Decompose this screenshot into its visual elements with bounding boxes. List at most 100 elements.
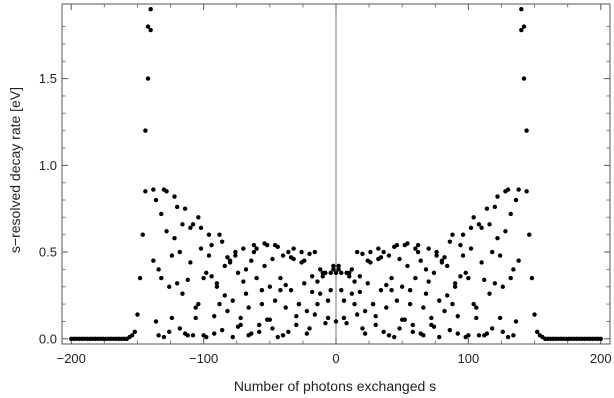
data-points xyxy=(69,7,603,341)
data-point xyxy=(302,258,307,263)
data-point xyxy=(172,235,177,241)
data-point xyxy=(254,246,259,251)
data-point xyxy=(182,206,188,211)
data-point xyxy=(283,282,288,288)
y-tick-label: 1.0 xyxy=(39,158,57,173)
data-point xyxy=(450,232,455,237)
data-point xyxy=(219,327,225,333)
data-point xyxy=(471,301,476,307)
data-point xyxy=(397,326,402,331)
data-point xyxy=(267,284,273,289)
data-point xyxy=(413,246,418,251)
data-point xyxy=(304,308,310,314)
data-point xyxy=(410,329,415,335)
data-point xyxy=(389,288,394,293)
data-point xyxy=(344,270,349,276)
data-point xyxy=(487,291,492,296)
data-point xyxy=(259,301,265,307)
data-point xyxy=(511,267,516,272)
data-point xyxy=(140,232,145,237)
data-point xyxy=(402,242,408,248)
data-point xyxy=(344,320,349,326)
data-point xyxy=(381,249,386,255)
data-point xyxy=(505,334,511,340)
data-point xyxy=(452,284,458,289)
data-point xyxy=(275,334,280,340)
data-point xyxy=(373,322,378,328)
data-point xyxy=(331,263,336,269)
data-point xyxy=(421,305,426,310)
data-point xyxy=(386,333,392,338)
data-point xyxy=(360,326,365,331)
data-point xyxy=(444,293,450,298)
data-point xyxy=(219,239,225,244)
data-point xyxy=(302,281,307,286)
data-point xyxy=(246,305,251,310)
data-point xyxy=(442,308,447,314)
data-point xyxy=(458,242,463,248)
data-point xyxy=(143,128,148,133)
data-point xyxy=(275,244,280,250)
data-point xyxy=(299,249,304,255)
data-point xyxy=(397,256,402,262)
data-point xyxy=(460,232,466,237)
data-point xyxy=(243,267,249,272)
data-point xyxy=(468,246,474,251)
data-point xyxy=(460,253,466,258)
data-point xyxy=(489,249,495,255)
data-point xyxy=(489,326,495,331)
data-point xyxy=(190,333,196,338)
data-point xyxy=(193,315,198,321)
data-point xyxy=(283,305,288,310)
data-point xyxy=(392,334,397,340)
data-point xyxy=(415,249,421,255)
x-tick-label: −200 xyxy=(57,351,86,366)
data-point xyxy=(145,24,151,29)
data-point xyxy=(410,322,415,328)
y-tick-label: 0.0 xyxy=(39,331,57,346)
data-point xyxy=(206,253,212,258)
data-point xyxy=(513,197,519,203)
data-point xyxy=(384,282,389,288)
data-point xyxy=(259,288,265,293)
data-point xyxy=(426,246,431,251)
data-point xyxy=(357,274,363,279)
data-point xyxy=(137,275,143,281)
data-point xyxy=(325,298,331,303)
data-point xyxy=(217,232,222,237)
data-point xyxy=(286,329,291,335)
data-point xyxy=(257,329,262,335)
data-point xyxy=(201,275,206,281)
data-point xyxy=(278,275,283,281)
data-point xyxy=(132,329,138,335)
data-point xyxy=(280,333,286,338)
data-point xyxy=(370,301,376,307)
data-point xyxy=(161,334,167,340)
data-point xyxy=(241,279,246,284)
data-point xyxy=(196,301,201,307)
data-point xyxy=(434,253,439,258)
data-point xyxy=(328,288,333,293)
data-point xyxy=(164,229,169,234)
data-point xyxy=(378,255,384,260)
data-point xyxy=(532,312,537,317)
data-point xyxy=(426,279,431,284)
data-point xyxy=(177,326,183,331)
data-point xyxy=(235,324,241,329)
data-point xyxy=(524,128,529,133)
data-point xyxy=(212,331,217,336)
data-point xyxy=(368,260,373,265)
data-point xyxy=(516,258,521,263)
data-point xyxy=(317,267,323,272)
data-point xyxy=(357,289,363,295)
data-point xyxy=(238,315,243,321)
data-point xyxy=(156,267,161,272)
data-point xyxy=(233,249,238,255)
data-point xyxy=(286,249,291,255)
data-point xyxy=(519,27,524,33)
data-point xyxy=(452,281,458,286)
data-point xyxy=(309,274,315,279)
data-point xyxy=(482,277,487,283)
data-point xyxy=(503,229,508,234)
data-point xyxy=(148,7,153,12)
